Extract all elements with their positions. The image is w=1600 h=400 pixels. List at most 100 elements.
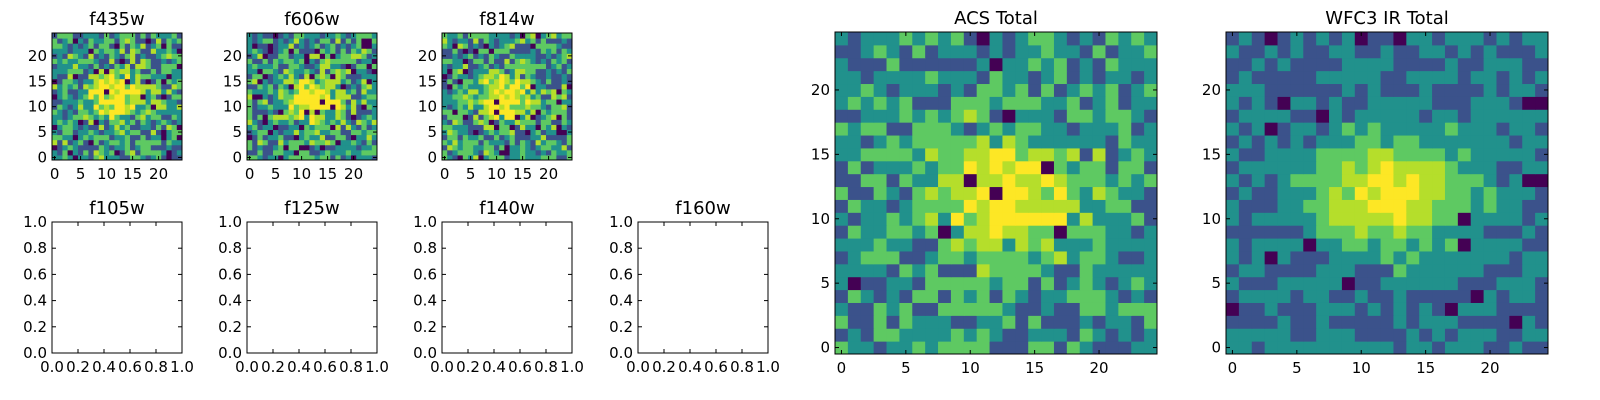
heatmap-cell <box>509 139 516 146</box>
heatmap-cell <box>1053 44 1068 59</box>
heatmap-cell <box>976 57 991 72</box>
heatmap-cell <box>1354 186 1369 200</box>
heatmap-cell <box>1406 44 1420 59</box>
heatmap-cell <box>1002 238 1016 252</box>
heatmap-cell <box>1226 83 1240 97</box>
heatmap-cell <box>488 139 495 146</box>
heatmap-cell <box>119 104 126 110</box>
heatmap-cell <box>267 88 274 95</box>
heatmap-cell <box>135 88 141 95</box>
heatmap-cell <box>1226 250 1240 265</box>
heatmap-cell <box>1509 96 1523 110</box>
heatmap-cell <box>514 43 521 49</box>
heatmap-cell <box>442 88 448 95</box>
heatmap-cell <box>514 93 521 100</box>
heatmap-cell <box>252 144 258 151</box>
heatmap-cell <box>447 63 453 70</box>
heatmap-cell <box>1393 302 1407 316</box>
heatmap-cell <box>483 78 490 85</box>
heatmap-cell <box>488 88 495 95</box>
heatmap-cell <box>873 122 888 136</box>
heatmap-cell <box>124 58 131 64</box>
heatmap-cell <box>551 139 557 146</box>
heatmap-cell <box>457 104 464 110</box>
heatmap-cell <box>1470 135 1485 149</box>
heatmap-cell <box>351 58 357 64</box>
heatmap-cell <box>1290 276 1304 291</box>
heatmap-cell <box>1432 109 1446 123</box>
heatmap-cell <box>1496 276 1510 291</box>
heatmap-cell <box>104 88 110 95</box>
heatmap-cell <box>293 43 300 49</box>
heatmap-cell <box>1092 70 1106 85</box>
heatmap-cell <box>52 134 58 141</box>
heatmap-cell <box>171 88 178 95</box>
heatmap-cell <box>556 58 563 64</box>
heatmap-cell <box>1264 32 1279 46</box>
heatmap-cell <box>483 43 490 49</box>
heatmap-cell <box>546 109 552 115</box>
heatmap-cell <box>119 63 126 70</box>
heatmap-cell <box>899 199 913 213</box>
heatmap-cell <box>171 63 178 70</box>
heatmap-cell <box>1483 173 1497 188</box>
heatmap-cell <box>340 139 347 146</box>
heatmap-cell <box>299 58 305 64</box>
heatmap-cell <box>488 68 495 75</box>
heatmap-cell <box>299 139 305 146</box>
x-tick-label: 0 <box>440 165 450 183</box>
heatmap-cell <box>1341 135 1356 149</box>
heatmap-cell <box>145 114 152 120</box>
heatmap-cell <box>371 63 378 70</box>
heatmap-cell <box>1380 212 1394 226</box>
heatmap-cell <box>340 149 347 156</box>
heatmap-cell <box>319 124 326 131</box>
heatmap-cell <box>304 139 310 146</box>
heatmap-cell <box>351 139 357 146</box>
heatmap-cell <box>1144 32 1158 46</box>
heatmap-cell <box>1341 328 1356 342</box>
heatmap-cell <box>1303 173 1317 188</box>
heatmap-cell <box>1092 341 1106 355</box>
heatmap-cell <box>288 63 295 70</box>
x-tick-label: 15 <box>1025 359 1044 377</box>
heatmap-cell <box>462 134 469 141</box>
heatmap-cell <box>1457 302 1472 316</box>
heatmap-cell <box>1470 225 1485 239</box>
heatmap-cell <box>912 83 926 97</box>
heatmap-cell <box>447 99 453 105</box>
heatmap-cell <box>98 78 105 85</box>
heatmap-cell <box>1470 315 1485 329</box>
heatmap-cell <box>462 68 469 75</box>
heatmap-cell <box>462 93 469 100</box>
heatmap-cell <box>1367 263 1382 278</box>
heatmap-cell <box>1496 238 1510 252</box>
heatmap-cell <box>145 78 152 85</box>
heatmap-cell <box>976 70 991 85</box>
heatmap-cell <box>1131 186 1145 200</box>
heatmap-cell <box>109 109 115 115</box>
heatmap-cell <box>494 129 500 136</box>
heatmap-cell <box>345 83 352 90</box>
heatmap-cell <box>114 154 121 161</box>
heatmap-cell <box>130 119 136 125</box>
heatmap-cell <box>963 83 978 97</box>
heatmap-cell <box>314 104 321 110</box>
heatmap-cell <box>335 83 342 90</box>
heatmap-cell <box>938 186 952 200</box>
heatmap-cell <box>1105 328 1119 342</box>
heatmap-cell <box>319 83 326 90</box>
heatmap-cell <box>566 43 573 49</box>
heatmap-cell <box>345 114 352 120</box>
heatmap-cell <box>1483 302 1497 316</box>
heatmap-cell <box>314 73 321 80</box>
heatmap-cell <box>1131 263 1145 278</box>
heatmap-cell <box>109 129 115 136</box>
x-tick-label: 5 <box>1292 359 1302 377</box>
heatmap-cell <box>52 149 58 156</box>
heatmap-cell <box>1406 122 1420 136</box>
heatmap-cell <box>150 48 157 54</box>
heatmap-cell <box>925 315 939 329</box>
heatmap-cell <box>442 109 448 115</box>
heatmap-cell <box>88 88 95 95</box>
